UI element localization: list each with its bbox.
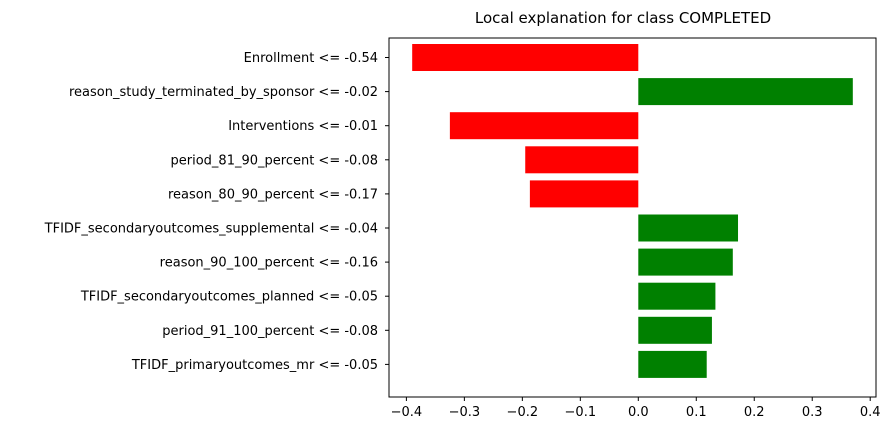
- y-tick-label-7: TFIDF_secondaryoutcomes_planned <= -0.05: [80, 290, 378, 305]
- x-tick-label-5: 0.1: [686, 405, 707, 420]
- bar-5: [638, 214, 739, 242]
- bar-2: [449, 112, 639, 140]
- chart-title: Local explanation for class COMPLETED: [475, 9, 771, 27]
- x-tick-label-3: −0.1: [565, 405, 597, 420]
- bar-0: [412, 44, 639, 71]
- bar-9: [638, 350, 707, 378]
- y-tick-label-6: reason_90_100_percent <= -0.16: [160, 256, 378, 271]
- y-tick-label-3: period_81_90_percent <= -0.08: [171, 153, 378, 168]
- axes-frame: [388, 37, 877, 398]
- x-tick-label-2: −0.2: [507, 405, 539, 420]
- y-tick-label-4: reason_80_90_percent <= -0.17: [168, 187, 378, 202]
- y-tick-label-5: TFIDF_secondaryoutcomes_supplemental <= …: [44, 222, 378, 237]
- y-tick-label-1: reason_study_terminated_by_sponsor <= -0…: [69, 85, 378, 100]
- x-tick-label-6: 0.2: [744, 405, 765, 420]
- bar-4: [529, 180, 639, 208]
- bar-8: [638, 316, 712, 344]
- y-tick-label-0: Enrollment <= -0.54: [244, 51, 378, 66]
- x-tick-label-0: −0.4: [391, 405, 423, 420]
- x-tick-label-7: 0.3: [802, 405, 823, 420]
- x-tick-label-4: 0.0: [628, 405, 649, 420]
- x-tick-label-8: 0.4: [860, 405, 881, 420]
- y-tick-label-8: period_91_100_percent <= -0.08: [162, 324, 378, 339]
- y-tick-label-9: TFIDF_primaryoutcomes_mr <= -0.05: [131, 358, 378, 373]
- bar-7: [638, 282, 716, 310]
- bar-1: [638, 78, 853, 106]
- bar-6: [638, 248, 733, 276]
- plot-area: Enrollment <= -0.54 reason_study_terminat…: [44, 37, 881, 420]
- bar-3: [525, 146, 639, 174]
- y-tick-label-2: Interventions <= -0.01: [228, 119, 378, 134]
- x-tick-label-1: −0.3: [449, 405, 481, 420]
